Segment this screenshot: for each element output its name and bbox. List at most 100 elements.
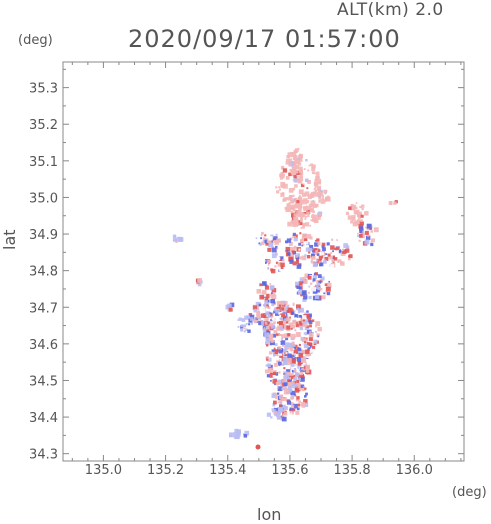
echo-cell — [310, 219, 313, 222]
echo-cell — [279, 404, 283, 408]
echo-cell — [292, 223, 296, 227]
echo-cell — [298, 364, 301, 367]
echo-cell — [287, 342, 292, 348]
echo-cell — [272, 333, 276, 338]
echo-cell — [300, 206, 303, 209]
echo-cell — [272, 236, 278, 242]
echo-cell — [272, 403, 276, 407]
echo-cell — [280, 181, 286, 187]
echo-cell — [295, 372, 300, 377]
echo-cell — [301, 341, 306, 346]
echo-cell — [275, 233, 278, 236]
echo-cell — [292, 194, 295, 197]
echo-cell — [283, 412, 288, 416]
echo-cell — [345, 211, 350, 215]
echo-cell — [243, 324, 247, 328]
echo-cell — [365, 235, 371, 241]
echo-cell — [321, 197, 324, 200]
plot-frame — [62, 61, 465, 462]
echo-cell — [298, 343, 301, 347]
echo-cell — [321, 252, 324, 255]
echo-cell — [292, 408, 296, 412]
echo-cell — [353, 210, 359, 215]
echo-cell — [370, 230, 373, 233]
echo-cell — [270, 322, 274, 326]
echo-cell — [292, 232, 296, 236]
echo-cell — [262, 237, 265, 240]
echo-cell — [279, 395, 284, 400]
echo-cell — [304, 402, 309, 407]
echo-cell — [301, 368, 304, 371]
echo-cell — [295, 164, 300, 170]
echo-cell — [317, 286, 321, 290]
echo-cell — [309, 345, 312, 348]
echo-cell — [271, 247, 277, 253]
echo-cell — [288, 377, 291, 380]
echo-cell — [303, 318, 308, 323]
echo-cell — [292, 234, 296, 239]
echo-cell — [293, 355, 295, 357]
echo-cell — [286, 357, 292, 363]
echo-cell — [284, 374, 290, 380]
echo-cell — [283, 378, 286, 381]
echo-cell — [364, 239, 370, 245]
echo-cell — [319, 296, 322, 299]
echo-cell — [285, 303, 288, 306]
echo-cell — [307, 291, 310, 294]
echo-cell — [304, 387, 307, 390]
echo-cell — [317, 216, 321, 220]
echo-cell — [274, 372, 279, 376]
echo-cell — [276, 190, 280, 194]
echo-cell — [307, 169, 310, 172]
echo-cell — [324, 192, 327, 195]
echo-cell — [269, 313, 273, 317]
echo-cell — [282, 357, 288, 363]
echo-cell — [259, 319, 262, 322]
echo-cell — [277, 361, 282, 366]
echo-cell — [300, 315, 303, 318]
echo-cell — [283, 389, 289, 395]
echo-cell — [304, 191, 310, 197]
echo-cell — [316, 288, 320, 293]
echo-cell — [291, 325, 295, 328]
echo-cell — [279, 267, 284, 272]
echo-cell — [277, 302, 282, 307]
echo-cell — [284, 384, 288, 389]
echo-cell — [305, 215, 308, 218]
echo-cell — [343, 243, 349, 248]
echo-cell — [273, 400, 277, 405]
echo-cell — [282, 308, 287, 313]
echo-cell — [281, 363, 285, 366]
echo-cell — [312, 248, 316, 251]
echo-cell — [316, 259, 319, 262]
echo-cell — [354, 220, 359, 225]
echo-cell — [316, 333, 320, 337]
echo-cell — [279, 337, 284, 342]
echo-cell — [270, 298, 275, 304]
echo-cell — [263, 327, 266, 329]
echo-cell — [267, 268, 270, 270]
echo-cell — [302, 334, 305, 338]
echo-cell — [267, 267, 270, 269]
echo-cell — [254, 321, 257, 323]
y-tick-label: 34.6 — [29, 338, 58, 353]
echo-cell — [289, 207, 292, 210]
echo-cell — [276, 335, 282, 341]
echo-cell — [301, 364, 305, 368]
echo-cell — [291, 355, 296, 361]
echo-cell — [258, 317, 261, 320]
echo-cell — [300, 169, 303, 173]
echo-cell — [268, 351, 273, 355]
echo-cell — [294, 184, 298, 188]
echo-cell — [279, 173, 283, 178]
echo-cell — [312, 191, 317, 195]
echo-cell — [320, 276, 325, 281]
echo-cell — [284, 345, 287, 348]
echo-cell — [229, 302, 235, 308]
echo-cell — [275, 317, 279, 322]
echo-cell — [389, 202, 392, 205]
echo-cell — [307, 255, 311, 259]
echo-cell — [271, 379, 274, 382]
echo-cell — [279, 317, 282, 320]
echo-cell — [285, 335, 288, 337]
